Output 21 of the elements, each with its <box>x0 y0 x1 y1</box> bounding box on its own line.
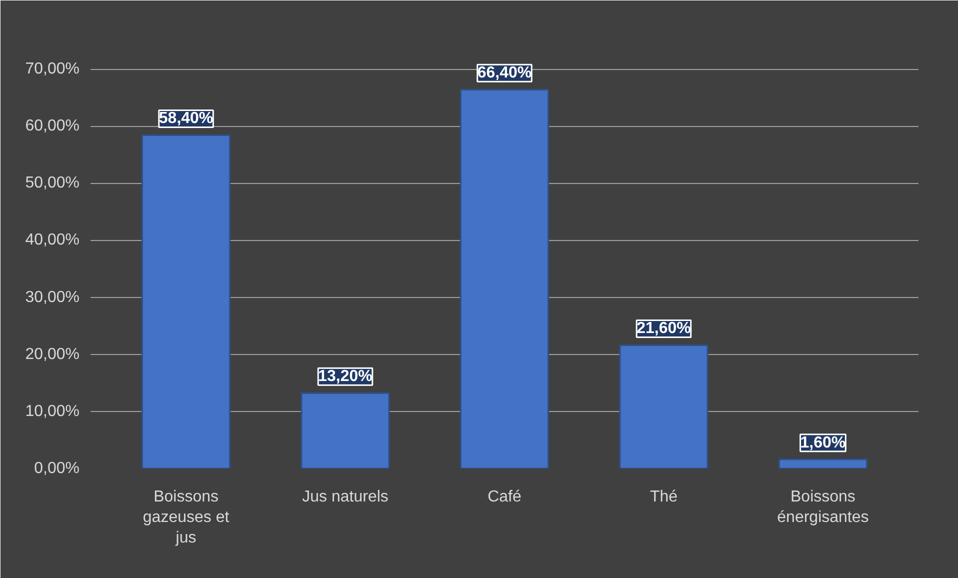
x-tick-label: Thé <box>650 488 678 506</box>
bar <box>460 88 550 468</box>
bar <box>300 392 390 468</box>
data-label: 66,40% <box>477 64 532 82</box>
y-tick-label: 70,00% <box>25 60 80 78</box>
x-tick-label: Boissons gazeuses et jus <box>142 488 230 546</box>
y-tick-label: 20,00% <box>25 346 80 363</box>
data-label: 1,60% <box>800 434 846 452</box>
y-tick-label: 0,00% <box>34 460 80 477</box>
bar <box>619 344 708 468</box>
x-tick-label: Café <box>488 488 522 506</box>
y-tick-label: 30,00% <box>25 288 80 306</box>
x-tick-label: Jus naturels <box>302 488 388 506</box>
y-tick-label: 40,00% <box>25 232 80 249</box>
bar <box>142 134 231 468</box>
y-tick-label: 10,00% <box>25 402 80 420</box>
y-tick-label: 50,00% <box>25 174 80 192</box>
x-tick-label: Boissons énergisantes <box>777 488 869 526</box>
bar <box>778 458 868 468</box>
data-label: 58,40% <box>158 110 214 128</box>
y-tick-label: 60,00% <box>25 118 80 135</box>
